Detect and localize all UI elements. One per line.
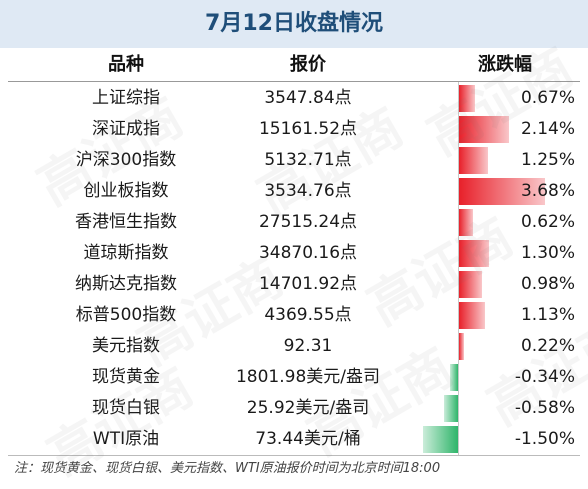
change-axis: [458, 82, 459, 455]
row-name: 创业板指数: [83, 181, 169, 201]
row-change: 2.14%: [520, 119, 575, 139]
row-change: 1.30%: [520, 243, 575, 263]
row-change: -0.34%: [514, 367, 575, 387]
row-name: 沪深300指数: [75, 150, 177, 170]
row-change: 1.13%: [520, 305, 575, 325]
table-row: WTI原油 73.44美元/桶 -1.50%: [0, 424, 588, 455]
table-row: 道琼斯指数 34870.16点 1.30%: [0, 238, 588, 269]
table-row: 香港恒生指数 27515.24点 0.62%: [0, 207, 588, 238]
row-name: 美元指数: [92, 336, 160, 356]
row-change: -0.58%: [514, 398, 575, 418]
row-price: 92.31: [283, 336, 333, 356]
row-change: 1.25%: [520, 150, 575, 170]
loss-bar: [423, 426, 458, 453]
row-price: 3547.84点: [264, 88, 352, 108]
row-name: 标普500指数: [75, 305, 177, 325]
loss-bar: [450, 364, 458, 391]
row-price: 1801.98美元/盎司: [235, 367, 381, 387]
row-name: WTI原油: [92, 429, 160, 449]
gain-bar: [459, 240, 489, 267]
table-row: 美元指数 92.31 0.22%: [0, 331, 588, 362]
row-price: 4369.55点: [264, 305, 352, 325]
gain-bar: [459, 333, 464, 360]
row-price: 27515.24点: [258, 212, 358, 232]
header-change: 涨跌幅: [478, 54, 532, 75]
row-change: 0.22%: [520, 336, 575, 356]
row-change: 3.68%: [520, 181, 575, 201]
row-change: 0.67%: [520, 88, 575, 108]
table-row: 标普500指数 4369.55点 1.13%: [0, 300, 588, 331]
table-row: 深证成指 15161.52点 2.14%: [0, 114, 588, 145]
table-row: 现货白银 25.92美元/盎司 -0.58%: [0, 393, 588, 424]
row-name: 现货白银: [92, 398, 160, 418]
row-price: 14701.92点: [258, 274, 358, 294]
gain-bar: [459, 178, 545, 205]
header-price: 报价: [290, 54, 326, 75]
row-price: 34870.16点: [258, 243, 358, 263]
row-change: 0.62%: [520, 212, 575, 232]
row-price: 25.92美元/盎司: [246, 398, 370, 418]
row-name: 深证成指: [92, 119, 160, 139]
gain-bar: [459, 85, 475, 112]
row-price: 3534.76点: [264, 181, 352, 201]
table-row: 纳斯达克指数 14701.92点 0.98%: [0, 269, 588, 300]
gain-bar: [459, 271, 482, 298]
gain-bar: [459, 209, 473, 236]
row-change: -1.50%: [514, 429, 575, 449]
table-row: 现货黄金 1801.98美元/盎司 -0.34%: [0, 362, 588, 393]
row-name: 道琼斯指数: [83, 243, 169, 263]
header-divider: [8, 81, 580, 82]
gain-bar: [459, 302, 485, 329]
row-name: 纳斯达克指数: [75, 274, 177, 294]
table-row: 沪深300指数 5132.71点 1.25%: [0, 145, 588, 176]
table-bottom-divider: [8, 455, 580, 456]
row-price: 73.44美元/桶: [255, 429, 361, 449]
footnote: 注：现货黄金、现货白银、美元指数、WTI原油报价时间为北京时间18:00: [14, 461, 441, 476]
table-row: 上证综指 3547.84点 0.67%: [0, 83, 588, 114]
row-price: 15161.52点: [258, 119, 358, 139]
gain-bar: [459, 147, 488, 174]
table-row: 创业板指数 3534.76点 3.68%: [0, 176, 588, 207]
row-name: 上证综指: [92, 88, 160, 108]
row-price: 5132.71点: [264, 150, 352, 170]
gain-bar: [459, 116, 509, 143]
page-title: 7月12日收盘情况: [0, 0, 588, 48]
row-name: 现货黄金: [92, 367, 160, 387]
header-name: 品种: [108, 54, 144, 75]
row-change: 0.98%: [520, 274, 575, 294]
row-name: 香港恒生指数: [75, 212, 177, 232]
loss-bar: [444, 395, 458, 422]
